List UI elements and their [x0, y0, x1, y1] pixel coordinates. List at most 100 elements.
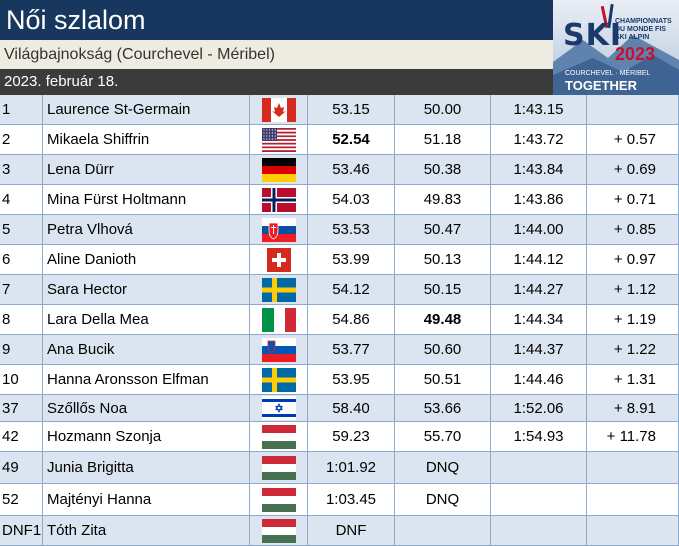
- run1-time: 54.03: [308, 185, 395, 215]
- slovakia-flag: [261, 217, 296, 242]
- run2-time: DNQ: [395, 484, 491, 516]
- run2-time: 50.00: [395, 95, 491, 125]
- time-difference: [587, 452, 679, 484]
- flag-cell: [250, 155, 308, 185]
- run2-time: 50.51: [395, 365, 491, 395]
- athlete-name: Lara Della Mea: [43, 305, 250, 335]
- athlete-name: Ana Bucik: [43, 335, 250, 365]
- logo-line-1: CHAMPIONNATS: [615, 18, 672, 25]
- total-time: 1:44.37: [491, 335, 587, 365]
- total-time: [491, 452, 587, 484]
- flag-cell: [250, 452, 308, 484]
- championship-logo: SKI CHAMPIONNATS DU MONDE FIS SKI ALPIN …: [553, 0, 679, 95]
- total-time: 1:52.06: [491, 395, 587, 422]
- run2-time: 53.66: [395, 395, 491, 422]
- run1-time: DNF: [308, 516, 395, 546]
- table-row: 6 Aline Danioth 53.99 50.13 1:44.12 + 0.97: [0, 245, 679, 275]
- table-row: DNF1 Tóth Zita DNF: [0, 516, 679, 546]
- italy-flag: [261, 307, 296, 332]
- canada-flag: [261, 97, 296, 122]
- athlete-name: Hanna Aronsson Elfman: [43, 365, 250, 395]
- athlete-name: Majtényi Hanna: [43, 484, 250, 516]
- norway-flag: [261, 187, 296, 212]
- run1-time: 52.54: [308, 125, 395, 155]
- athlete-name: Mikaela Shiffrin: [43, 125, 250, 155]
- run2-time: 50.60: [395, 335, 491, 365]
- time-difference: + 8.91: [587, 395, 679, 422]
- run1-time: 53.46: [308, 155, 395, 185]
- flag-cell: [250, 245, 308, 275]
- time-difference: + 1.19: [587, 305, 679, 335]
- flag-cell: [250, 484, 308, 516]
- athlete-name: Laurence St-Germain: [43, 95, 250, 125]
- israel-flag: [261, 396, 296, 420]
- rank-cell: 49: [0, 452, 43, 484]
- rank-cell: 7: [0, 275, 43, 305]
- table-row: 37 Szőllős Noa 58.40 53.66 1:52.06 + 8.91: [0, 395, 679, 422]
- time-difference: + 0.85: [587, 215, 679, 245]
- total-time: 1:44.27: [491, 275, 587, 305]
- table-row: 52 Majtényi Hanna 1:03.45 DNQ: [0, 484, 679, 516]
- flag-cell: [250, 275, 308, 305]
- run2-time: 49.83: [395, 185, 491, 215]
- time-difference: + 1.22: [587, 335, 679, 365]
- athlete-name: Aline Danioth: [43, 245, 250, 275]
- run2-time: DNQ: [395, 452, 491, 484]
- time-difference: [587, 484, 679, 516]
- total-time: [491, 484, 587, 516]
- flag-cell: [250, 215, 308, 245]
- table-row: 4 Mina Fürst Holtmann 54.03 49.83 1:43.86 + 0…: [0, 185, 679, 215]
- flag-cell: [250, 422, 308, 452]
- flag-cell: [250, 95, 308, 125]
- time-difference: + 0.57: [587, 125, 679, 155]
- table-row: 5 Petra Vlhová 53.53 50.47 1:44.00 + 0.85: [0, 215, 679, 245]
- rank-cell: DNF1: [0, 516, 43, 546]
- slovenia-flag: [261, 337, 296, 362]
- athlete-name: Mina Fürst Holtmann: [43, 185, 250, 215]
- athlete-name: Sara Hector: [43, 275, 250, 305]
- hungary-flag: [261, 518, 296, 543]
- total-time: 1:44.46: [491, 365, 587, 395]
- hungary-flag: [261, 487, 296, 512]
- rank-cell: 5: [0, 215, 43, 245]
- total-time: 1:54.93: [491, 422, 587, 452]
- table-row: 3 Lena Dürr 53.46 50.38 1:43.84 + 0.69: [0, 155, 679, 185]
- logo-line-3: SKI ALPIN: [615, 34, 650, 41]
- rank-cell: 4: [0, 185, 43, 215]
- run1-time: 54.86: [308, 305, 395, 335]
- run1-time: 53.53: [308, 215, 395, 245]
- rank-cell: 9: [0, 335, 43, 365]
- sweden-flag: [261, 277, 296, 302]
- run1-time: 58.40: [308, 395, 395, 422]
- rank-cell: 8: [0, 305, 43, 335]
- flag-cell: [250, 125, 308, 155]
- time-difference: + 0.71: [587, 185, 679, 215]
- run2-time: 50.38: [395, 155, 491, 185]
- total-time: 1:43.84: [491, 155, 587, 185]
- run2-time: [395, 516, 491, 546]
- time-difference: + 11.78: [587, 422, 679, 452]
- athlete-name: Hozmann Szonja: [43, 422, 250, 452]
- table-row: 42 Hozmann Szonja 59.23 55.70 1:54.93 + 11.78: [0, 422, 679, 452]
- run2-time: 50.13: [395, 245, 491, 275]
- run2-time: 49.48: [395, 305, 491, 335]
- table-row: 7 Sara Hector 54.12 50.15 1:44.27 + 1.12: [0, 275, 679, 305]
- time-difference: [587, 95, 679, 125]
- rank-cell: 1: [0, 95, 43, 125]
- rank-cell: 42: [0, 422, 43, 452]
- rank-cell: 6: [0, 245, 43, 275]
- rank-cell: 37: [0, 395, 43, 422]
- flag-cell: [250, 516, 308, 546]
- table-row: 8 Lara Della Mea 54.86 49.48 1:44.34 + 1.19: [0, 305, 679, 335]
- logo-year: 2023: [615, 44, 656, 64]
- athlete-name: Szőllős Noa: [43, 395, 250, 422]
- run2-time: 51.18: [395, 125, 491, 155]
- run2-time: 50.47: [395, 215, 491, 245]
- time-difference: + 1.31: [587, 365, 679, 395]
- flag-cell: [250, 185, 308, 215]
- run1-time: 53.95: [308, 365, 395, 395]
- run1-time: 53.15: [308, 95, 395, 125]
- table-row: 1 Laurence St-Germain 53.15 50.00 1:43.15: [0, 95, 679, 125]
- event-date: 2023. február 18.: [0, 69, 553, 95]
- total-time: 1:43.72: [491, 125, 587, 155]
